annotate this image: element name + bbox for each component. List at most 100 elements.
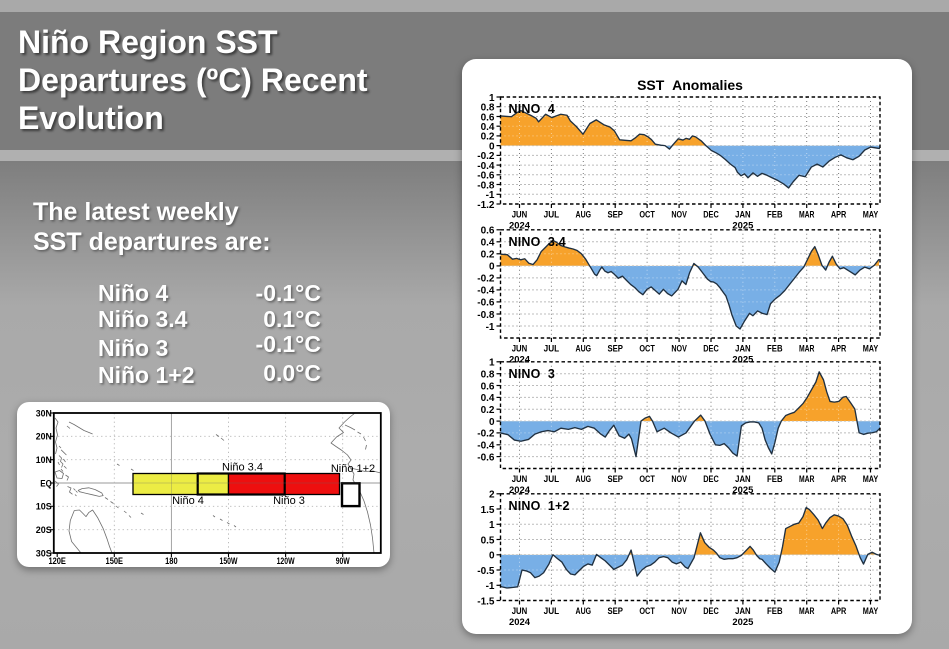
svg-text:0.8: 0.8 [481,370,495,381]
svg-text:JAN: JAN [735,210,751,221]
svg-text:NOV: NOV [671,210,687,221]
svg-text:AUG: AUG [576,474,592,485]
svg-text:MAR: MAR [799,606,815,617]
svg-text:MAY: MAY [863,344,879,355]
svg-text:DEC: DEC [703,606,719,617]
svg-text:-0.6: -0.6 [477,171,495,182]
svg-text:OCT: OCT [639,606,655,617]
svg-text:-0.6: -0.6 [477,298,495,309]
svg-text:APR: APR [831,474,847,485]
svg-text:JUL: JUL [544,606,560,617]
svg-text:EQ: EQ [40,478,52,488]
svg-text:SEP: SEP [607,344,623,355]
svg-text:30N: 30N [36,408,52,418]
svg-text:2025: 2025 [732,617,754,628]
svg-text:150W: 150W [220,556,238,566]
svg-text:10S: 10S [36,502,52,512]
svg-text:DEC: DEC [703,344,719,355]
svg-text:Niño 3.4: Niño 3.4 [222,462,263,474]
svg-text:20N: 20N [36,432,52,442]
svg-text:APR: APR [831,344,847,355]
svg-text:APR: APR [831,210,847,221]
svg-text:2025: 2025 [732,485,754,496]
svg-text:OCT: OCT [639,344,655,355]
svg-text:JUN: JUN [512,344,528,355]
svg-text:0.4: 0.4 [481,238,495,249]
svg-text:DEC: DEC [703,210,719,221]
svg-text:-0.4: -0.4 [477,441,495,452]
svg-text:JUN: JUN [512,474,528,485]
svg-text:1: 1 [489,520,495,531]
svg-text:Niño 1+2: Niño 1+2 [331,463,375,475]
svg-text:2024: 2024 [509,485,531,496]
svg-text:JUN: JUN [512,210,528,221]
svg-text:Niño 4: Niño 4 [172,495,204,507]
svg-text:0.5: 0.5 [481,535,495,546]
svg-text:10N: 10N [36,455,52,465]
svg-text:0: 0 [489,417,495,428]
svg-text:0.2: 0.2 [481,405,495,416]
svg-text:-0.5: -0.5 [477,566,495,577]
svg-text:JUL: JUL [544,210,560,221]
svg-text:1.5: 1.5 [481,505,495,516]
svg-text:NINO 3.4: NINO 3.4 [509,235,566,249]
svg-text:0: 0 [489,141,495,152]
svg-text:MAR: MAR [799,210,815,221]
svg-text:FEB: FEB [767,344,783,355]
svg-text:FEB: FEB [767,474,783,485]
svg-text:1: 1 [489,93,495,104]
svg-text:2024: 2024 [509,617,531,628]
svg-text:NOV: NOV [671,474,687,485]
svg-text:FEB: FEB [767,606,783,617]
svg-text:FEB: FEB [767,210,783,221]
svg-text:0.8: 0.8 [481,103,495,114]
svg-text:NOV: NOV [671,344,687,355]
svg-text:-0.4: -0.4 [477,286,495,297]
svg-text:NINO 4: NINO 4 [509,102,556,116]
svg-text:SEP: SEP [607,474,623,485]
svg-text:NINO 1+2: NINO 1+2 [509,499,570,513]
svg-text:-1: -1 [486,581,495,592]
svg-text:JAN: JAN [735,606,751,617]
svg-text:0.4: 0.4 [481,122,495,133]
svg-text:OCT: OCT [639,474,655,485]
svg-text:2: 2 [489,490,495,501]
svg-text:0.6: 0.6 [481,381,495,392]
svg-text:-1.5: -1.5 [477,596,495,607]
svg-text:0.2: 0.2 [481,132,495,143]
svg-text:2025: 2025 [732,221,754,232]
svg-text:MAR: MAR [799,344,815,355]
svg-text:JUL: JUL [544,344,560,355]
svg-text:SEP: SEP [607,210,623,221]
svg-text:DEC: DEC [703,474,719,485]
svg-text:150E: 150E [106,556,124,566]
svg-text:NINO 3: NINO 3 [509,367,556,381]
svg-text:Niño 3: Niño 3 [273,495,305,507]
svg-text:90W: 90W [336,556,350,566]
svg-text:-1.2: -1.2 [477,200,495,211]
svg-text:-0.8: -0.8 [477,310,495,321]
svg-text:MAY: MAY [863,606,879,617]
svg-text:0.6: 0.6 [481,226,495,237]
svg-text:AUG: AUG [576,210,592,221]
svg-text:AUG: AUG [576,344,592,355]
svg-text:MAR: MAR [799,474,815,485]
svg-text:SEP: SEP [607,606,623,617]
svg-text:JUL: JUL [544,474,560,485]
svg-text:-0.8: -0.8 [477,180,495,191]
svg-text:-1: -1 [486,190,495,201]
svg-text:120W: 120W [277,556,295,566]
svg-text:2024: 2024 [509,355,531,366]
svg-text:SST Anomalies: SST Anomalies [637,77,743,93]
svg-text:0.4: 0.4 [481,393,495,404]
svg-text:-1: -1 [486,322,495,333]
svg-text:180: 180 [165,556,178,566]
svg-text:2025: 2025 [732,355,754,366]
svg-text:MAY: MAY [863,474,879,485]
svg-text:30S: 30S [36,548,52,558]
svg-text:MAY: MAY [863,210,879,221]
svg-text:2024: 2024 [509,221,531,232]
svg-text:AUG: AUG [576,606,592,617]
svg-text:1: 1 [489,358,495,369]
svg-text:JAN: JAN [735,344,751,355]
